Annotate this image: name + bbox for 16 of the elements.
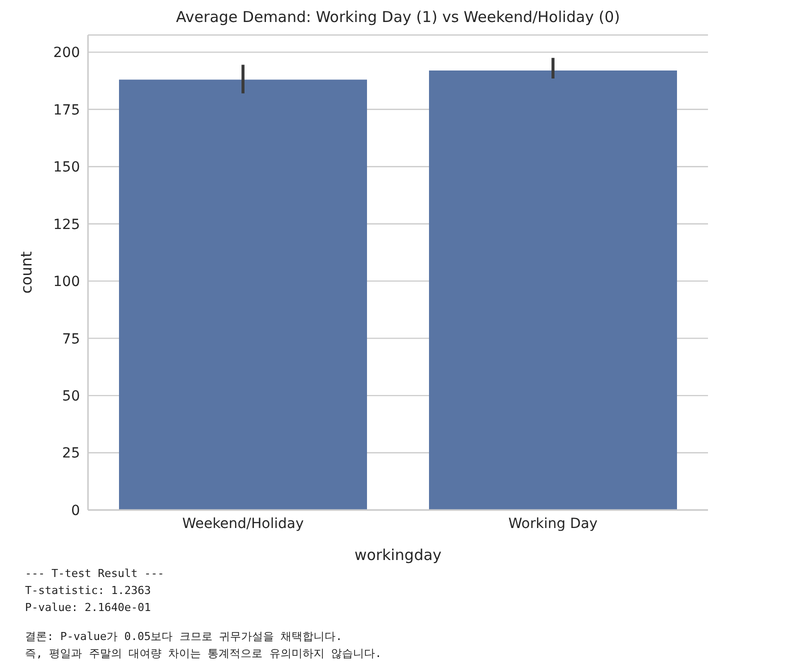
y-tick-label: 25 (62, 446, 80, 462)
y-tick-label: 200 (53, 45, 80, 62)
y-tick-label: 0 (71, 502, 80, 519)
text: --- T-test Result --- T-statistic: 1.2363 P-value: 2.1640e-01 (25, 566, 166, 616)
y-tick-label: 75 (62, 331, 80, 348)
y-tick-label: 175 (53, 102, 80, 118)
y-tick-label: 125 (53, 216, 80, 233)
chart-title: Average Demand: Working Day (1) vs Weekend/Holiday (0) (175, 8, 621, 28)
y-tick-label: 50 (62, 388, 80, 405)
text: 결론: P-value가 0.05보다 크므로 귀무가설을 채택합니다. 즉, 평일과 주말의 대여량 차이는 통계적으로 유의미하지 않습니다. (25, 629, 383, 662)
x-tick-label: Weekend/Holiday (182, 516, 304, 532)
y-tick-label: 150 (53, 160, 80, 176)
x-tick-label: Working Day (508, 516, 598, 532)
x-axis-title: workingday (354, 546, 442, 564)
y-axis-title: count (17, 251, 36, 294)
y-tick-label: 100 (53, 274, 80, 290)
